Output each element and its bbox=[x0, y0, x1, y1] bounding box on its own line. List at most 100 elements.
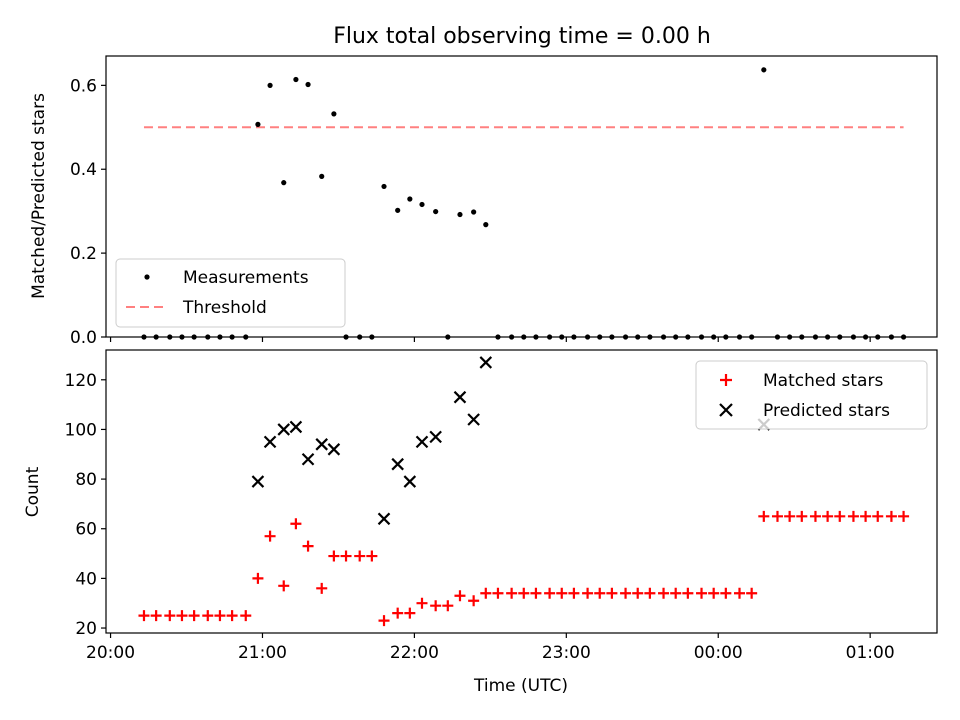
top-y-axis-label: Matched/Predicted stars bbox=[29, 93, 49, 299]
predicted-star-point bbox=[327, 443, 341, 456]
matched-star-point bbox=[240, 610, 252, 622]
bottom-legend: Matched stars Predicted stars bbox=[695, 360, 928, 430]
matched-star-point bbox=[860, 510, 872, 522]
matched-star-point bbox=[226, 610, 238, 622]
measurement-point bbox=[141, 334, 147, 340]
matched-star-point bbox=[264, 530, 276, 542]
measurement-point bbox=[521, 334, 527, 340]
matched-star-point bbox=[202, 610, 214, 622]
measurement-point bbox=[343, 334, 349, 340]
matched-star-point bbox=[696, 587, 708, 599]
x-tick-label: 20:00 bbox=[86, 643, 135, 663]
predicted-star-point bbox=[429, 430, 442, 444]
measurement-point bbox=[749, 334, 755, 340]
matched-star-point bbox=[176, 610, 188, 622]
measurement-point bbox=[243, 334, 249, 340]
measurement-point bbox=[559, 334, 565, 340]
legend-predicted-marker bbox=[719, 403, 733, 417]
measurement-point bbox=[205, 334, 211, 340]
measurement-point bbox=[255, 121, 261, 127]
x-tick-label: 23:00 bbox=[542, 643, 591, 663]
bottom-x-ticks: 20:00 21:00 22:00 23:00 00:00 01:00 bbox=[86, 633, 895, 663]
top-y-ticks: 0.0 0.2 0.4 0.6 bbox=[70, 76, 106, 348]
measurement-point bbox=[547, 334, 553, 340]
top-y-tick-label: 0.0 bbox=[70, 328, 97, 348]
predicted-star-point bbox=[377, 512, 391, 526]
matched-star-point bbox=[670, 587, 682, 599]
predicted-star-point bbox=[251, 475, 265, 488]
matched-star-point bbox=[594, 587, 606, 599]
measurement-point bbox=[471, 209, 477, 215]
matched-star-point bbox=[278, 580, 290, 592]
measurement-point bbox=[267, 82, 273, 88]
measurement-point bbox=[850, 334, 857, 340]
matched-star-point bbox=[734, 587, 746, 599]
x-tick-label: 21:00 bbox=[238, 643, 287, 663]
measurement-point bbox=[597, 334, 603, 340]
matched-star-point bbox=[682, 587, 694, 599]
measurement-point bbox=[571, 334, 577, 340]
matched-star-point bbox=[556, 587, 568, 599]
predicted-star-point bbox=[263, 435, 277, 449]
matched-star-point bbox=[518, 587, 530, 599]
measurement-point bbox=[635, 334, 641, 340]
bottom-plot-frame bbox=[105, 349, 938, 634]
measurement-point bbox=[293, 76, 299, 83]
measurement-point bbox=[305, 81, 311, 88]
matched-star-point bbox=[568, 587, 580, 599]
predicted-star-point bbox=[289, 420, 303, 434]
bottom-y-tick-label: 40 bbox=[75, 569, 97, 589]
matched-star-point bbox=[632, 587, 644, 599]
measurement-point bbox=[281, 180, 287, 186]
top-panel: Matched/Predicted stars 0.0 0.2 0.4 0.6 Mea… bbox=[29, 55, 938, 348]
matched-star-point bbox=[290, 518, 302, 530]
matched-star-point bbox=[354, 550, 366, 562]
measurement-point bbox=[812, 334, 819, 340]
legend-matched-marker bbox=[720, 374, 732, 386]
matched-star-point bbox=[252, 572, 264, 584]
measurement-point bbox=[381, 183, 387, 190]
top-y-tick-label: 0.2 bbox=[70, 244, 97, 264]
measurement-point bbox=[419, 201, 425, 208]
measurement-point bbox=[483, 222, 489, 228]
measurement-point bbox=[445, 334, 451, 340]
matched-star-point bbox=[720, 587, 732, 599]
matched-star-point bbox=[378, 615, 390, 627]
measurement-point bbox=[685, 334, 691, 340]
measurement-point bbox=[217, 334, 223, 340]
measurement-point bbox=[407, 196, 413, 202]
x-tick-label: 22:00 bbox=[390, 643, 439, 663]
top-x-ticks bbox=[109, 337, 871, 342]
measurement-point bbox=[825, 334, 831, 340]
matched-star-point bbox=[430, 600, 442, 612]
matched-star-point bbox=[771, 510, 783, 522]
matched-star-point bbox=[544, 587, 556, 599]
bottom-y-tick-label: 120 bbox=[65, 371, 97, 391]
measurement-point bbox=[647, 334, 653, 340]
bottom-y-axis-label: Count bbox=[23, 466, 43, 517]
matched-star-point bbox=[404, 607, 416, 619]
matched-star-point bbox=[606, 587, 618, 599]
predicted-star-point bbox=[467, 413, 480, 426]
matched-star-point bbox=[392, 607, 404, 619]
bottom-legend-box bbox=[695, 360, 928, 430]
matched-star-point bbox=[834, 510, 846, 522]
matched-star-point bbox=[530, 587, 542, 599]
bottom-y-tick-label: 80 bbox=[75, 470, 97, 490]
bottom-y-ticks: 20 40 60 80 100 120 bbox=[65, 371, 106, 639]
measurement-point bbox=[736, 334, 743, 340]
measurement-point bbox=[774, 334, 781, 340]
measurement-point bbox=[723, 334, 729, 340]
measurement-point bbox=[875, 334, 881, 340]
matched-star-point bbox=[582, 587, 594, 599]
matched-star-point bbox=[796, 510, 808, 522]
bottom-y-tick-label: 20 bbox=[75, 619, 97, 639]
matched-star-point bbox=[644, 587, 656, 599]
top-y-tick-label: 0.6 bbox=[70, 76, 97, 96]
matched-star-point bbox=[214, 610, 226, 622]
legend-matched-label: Matched stars bbox=[763, 371, 883, 391]
matched-star-point bbox=[885, 510, 897, 522]
measurement-point bbox=[191, 334, 197, 340]
matched-star-point bbox=[316, 582, 328, 594]
